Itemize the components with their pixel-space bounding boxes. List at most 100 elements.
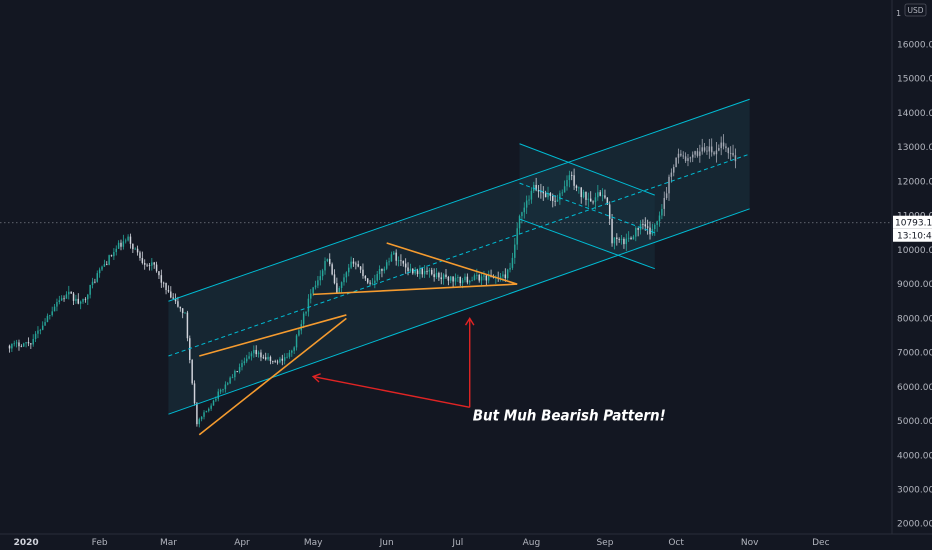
candle[interactable] bbox=[262, 354, 265, 360]
candle[interactable] bbox=[552, 193, 554, 208]
candle[interactable] bbox=[549, 192, 552, 201]
projection-candle[interactable] bbox=[699, 144, 701, 163]
candle[interactable] bbox=[18, 339, 20, 351]
candle[interactable] bbox=[286, 352, 288, 359]
candle[interactable] bbox=[212, 399, 215, 406]
candle[interactable] bbox=[243, 357, 246, 366]
candle[interactable] bbox=[91, 277, 94, 289]
projection-candle[interactable] bbox=[720, 136, 722, 156]
candle[interactable] bbox=[352, 257, 355, 267]
candle[interactable] bbox=[210, 403, 212, 411]
price-axis-panel[interactable] bbox=[892, 0, 932, 534]
projection-candle[interactable] bbox=[677, 148, 680, 164]
candle[interactable] bbox=[208, 407, 210, 413]
candle[interactable] bbox=[98, 267, 101, 278]
candle[interactable] bbox=[530, 187, 533, 204]
candle[interactable] bbox=[635, 226, 637, 242]
candle[interactable] bbox=[250, 351, 253, 361]
candle[interactable] bbox=[587, 192, 590, 208]
candle[interactable] bbox=[487, 270, 490, 284]
candle[interactable] bbox=[450, 275, 452, 284]
candle[interactable] bbox=[238, 363, 241, 374]
candle[interactable] bbox=[478, 273, 480, 283]
candle[interactable] bbox=[608, 201, 611, 225]
candle[interactable] bbox=[423, 265, 426, 279]
candle[interactable] bbox=[599, 190, 601, 197]
candle[interactable] bbox=[160, 269, 163, 288]
candle[interactable] bbox=[32, 334, 34, 347]
candle[interactable] bbox=[580, 187, 582, 204]
candle[interactable] bbox=[307, 294, 310, 317]
candle[interactable] bbox=[276, 359, 279, 365]
candle[interactable] bbox=[253, 345, 255, 358]
candle[interactable] bbox=[198, 417, 201, 428]
candle[interactable] bbox=[203, 410, 205, 420]
candle[interactable] bbox=[248, 351, 250, 360]
candle[interactable] bbox=[281, 354, 284, 366]
candle[interactable] bbox=[566, 175, 568, 191]
projection-candle[interactable] bbox=[701, 138, 703, 155]
candle[interactable] bbox=[310, 289, 312, 304]
candle[interactable] bbox=[72, 291, 75, 305]
candle[interactable] bbox=[385, 259, 388, 271]
candle[interactable] bbox=[383, 266, 386, 274]
candle[interactable] bbox=[620, 235, 623, 245]
candle[interactable] bbox=[77, 293, 80, 305]
candle[interactable] bbox=[264, 352, 267, 361]
candle[interactable] bbox=[338, 286, 340, 294]
candle[interactable] bbox=[601, 188, 604, 202]
candle[interactable] bbox=[293, 346, 295, 354]
candle[interactable] bbox=[483, 271, 485, 281]
candle[interactable] bbox=[205, 410, 208, 413]
candle[interactable] bbox=[106, 261, 108, 266]
candle[interactable] bbox=[528, 195, 530, 205]
candle[interactable] bbox=[302, 311, 305, 329]
candle[interactable] bbox=[60, 295, 63, 302]
candle[interactable] bbox=[357, 260, 359, 268]
candle[interactable] bbox=[96, 270, 99, 283]
candle[interactable] bbox=[350, 256, 352, 270]
candle[interactable] bbox=[459, 276, 461, 287]
candle[interactable] bbox=[440, 272, 442, 285]
candle[interactable] bbox=[245, 354, 248, 364]
candle[interactable] bbox=[167, 285, 170, 293]
projection-candle[interactable] bbox=[670, 168, 673, 183]
candle[interactable] bbox=[630, 236, 632, 240]
candle[interactable] bbox=[542, 186, 545, 201]
candle[interactable] bbox=[70, 291, 72, 294]
candle[interactable] bbox=[518, 214, 521, 234]
candle[interactable] bbox=[200, 416, 203, 422]
candle[interactable] bbox=[359, 266, 362, 274]
candle[interactable] bbox=[516, 222, 518, 250]
candle[interactable] bbox=[136, 245, 139, 256]
candle[interactable] bbox=[604, 189, 606, 200]
candle[interactable] bbox=[82, 298, 84, 304]
candle[interactable] bbox=[153, 261, 155, 269]
candle[interactable] bbox=[115, 245, 117, 256]
candle[interactable] bbox=[414, 267, 416, 276]
candle[interactable] bbox=[625, 233, 628, 251]
candle[interactable] bbox=[103, 259, 106, 267]
candle[interactable] bbox=[312, 286, 314, 297]
candle[interactable] bbox=[331, 262, 333, 276]
candle[interactable] bbox=[395, 249, 397, 266]
candle[interactable] bbox=[326, 258, 329, 263]
candle[interactable] bbox=[393, 250, 395, 256]
candle[interactable] bbox=[234, 369, 236, 381]
projection-candle[interactable] bbox=[727, 147, 730, 159]
candle[interactable] bbox=[217, 388, 219, 402]
candle[interactable] bbox=[288, 350, 291, 359]
candle[interactable] bbox=[616, 233, 618, 246]
candle[interactable] bbox=[627, 231, 630, 242]
candle[interactable] bbox=[68, 285, 70, 300]
candle[interactable] bbox=[177, 296, 179, 308]
candle[interactable] bbox=[37, 326, 39, 339]
candle[interactable] bbox=[573, 168, 575, 190]
candle[interactable] bbox=[257, 350, 260, 358]
candle[interactable] bbox=[438, 271, 440, 281]
time-axis[interactable]: 2020 Feb Mar Apr May Jun Jul Aug Sep Oct Nov Dec bbox=[14, 538, 830, 548]
candle[interactable] bbox=[457, 274, 459, 282]
candle[interactable] bbox=[317, 275, 319, 289]
candle[interactable] bbox=[231, 374, 234, 379]
candle[interactable] bbox=[336, 277, 338, 294]
